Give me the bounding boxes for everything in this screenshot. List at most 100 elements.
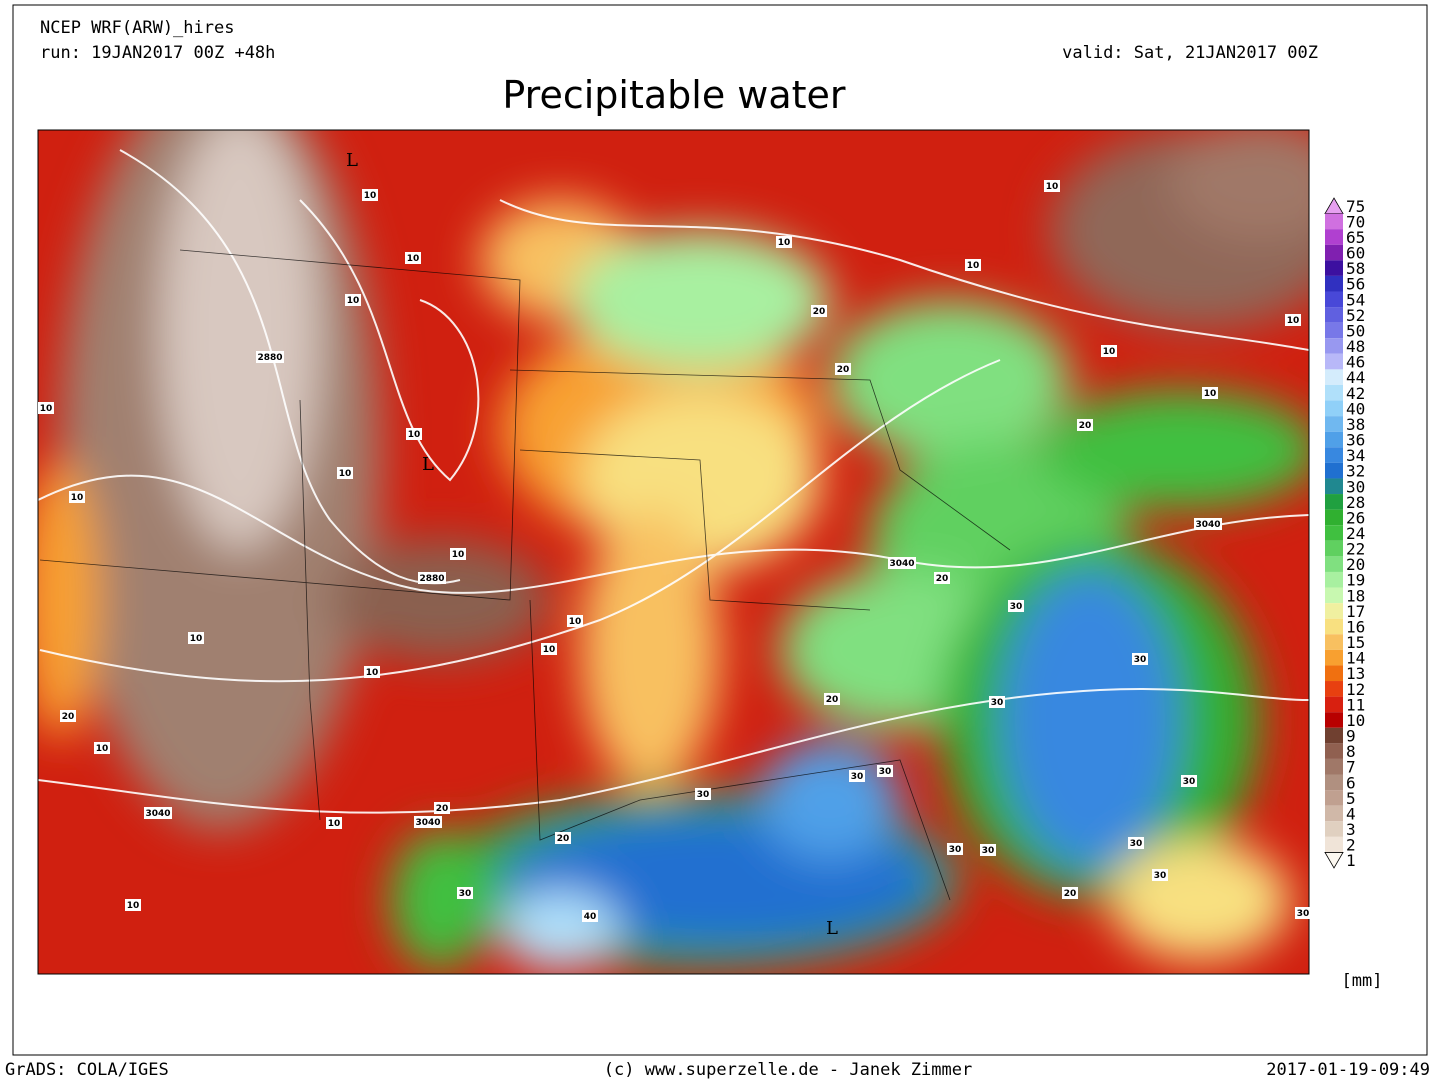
colorbar-label: 8 [1346, 742, 1356, 761]
contour-label-box [345, 294, 361, 306]
colorbar-label: 4 [1346, 804, 1356, 823]
colorbar: 7570656058565452504846444240383634323028… [1324, 197, 1365, 870]
contour-label: 20 [837, 365, 850, 375]
contour-label: 10 [543, 645, 556, 655]
colorbar-swatch [1325, 353, 1343, 370]
colorbar-label: 54 [1346, 290, 1365, 309]
contour-label-box [965, 259, 981, 271]
contour-label: 30 [982, 846, 995, 856]
colorbar-label: 11 [1346, 695, 1365, 714]
contour-label: 10 [347, 296, 360, 306]
contour-label: 2880 [419, 574, 444, 584]
contour-label-box [1285, 314, 1301, 326]
borders [39, 249, 1011, 901]
contour-label: 3040 [889, 559, 914, 569]
colorbar-swatch [1325, 758, 1343, 775]
contour-label-box [947, 843, 963, 855]
colorbar-swatch [1325, 665, 1343, 682]
contour-label: 2880 [257, 353, 282, 363]
contour-label: 10 [339, 469, 352, 479]
colorbar-arrow [1324, 852, 1344, 869]
colorbar-label: 12 [1346, 680, 1365, 699]
contour-label-box [1128, 837, 1144, 849]
colorbar-swatch [1325, 338, 1343, 354]
colorbar-label: 75 [1346, 197, 1365, 216]
contour-label-box [1077, 419, 1093, 431]
low-marker: L [422, 454, 434, 475]
contour-label-box [1101, 345, 1117, 357]
colorbar-swatch [1325, 836, 1343, 853]
colorbar-swatch [1325, 774, 1343, 791]
contour-label-box [406, 428, 422, 440]
contour-label-box [1202, 387, 1218, 399]
contour-label: 30 [1134, 655, 1147, 665]
colorbar-label: 58 [1346, 259, 1365, 278]
contour-label-box [362, 189, 378, 201]
contour-label-box [1062, 887, 1078, 899]
colorbar-swatch [1325, 431, 1343, 448]
colorbar-label: 19 [1346, 571, 1365, 590]
colorbar-label: 5 [1346, 789, 1356, 808]
colorbar-swatch [1325, 322, 1343, 339]
colorbar-label: 14 [1346, 649, 1365, 668]
contour-label-box [776, 236, 792, 248]
colorbar-swatch [1325, 384, 1343, 401]
colorbar-label: 56 [1346, 275, 1365, 294]
colorbar-label: 3 [1346, 820, 1356, 839]
colorbar-label: 34 [1346, 446, 1365, 465]
colorbar-swatch [1325, 275, 1343, 292]
colorbar-label: 9 [1346, 727, 1356, 746]
colorbar-label: 42 [1346, 384, 1365, 403]
colorbar-label: 28 [1346, 493, 1365, 512]
contour-label-box [567, 615, 583, 627]
contour-label-box [980, 844, 996, 856]
colorbar-label: 20 [1346, 555, 1365, 574]
colorbar-label: 1 [1346, 851, 1356, 870]
colorbar-swatch [1325, 525, 1343, 541]
contour-label-box [188, 632, 204, 644]
colorbar-swatch [1325, 307, 1343, 323]
colorbar-label: 40 [1346, 399, 1365, 418]
contour-label-box [1152, 869, 1168, 881]
contour-label: 20 [557, 834, 570, 844]
colorbar-label: 26 [1346, 508, 1365, 527]
contours [38, 149, 1309, 814]
colorbar-swatch [1325, 556, 1343, 572]
contour-label: 10 [569, 617, 582, 627]
contour-label: 20 [1079, 421, 1092, 431]
contour-label-box [1194, 518, 1222, 530]
run-time: run: 19JAN2017 00Z +48h [40, 43, 275, 63]
contour-label: 40 [584, 912, 597, 922]
colorbar-swatch [1325, 244, 1343, 261]
colorbar-label: 30 [1346, 477, 1365, 496]
contour-label-box [418, 572, 446, 584]
contour-label: 10 [407, 254, 420, 264]
colorbar-swatch [1325, 400, 1343, 417]
colorbar-label: 18 [1346, 586, 1365, 605]
contour-label-box [256, 351, 284, 363]
contour-label: 30 [1154, 871, 1167, 881]
colorbar-label: 46 [1346, 353, 1365, 372]
colorbar-label: 6 [1346, 773, 1356, 792]
colorbar-label: 2 [1346, 836, 1356, 855]
colorbar-label: 48 [1346, 337, 1365, 356]
colorbar-swatch [1325, 727, 1343, 744]
contour-label: 30 [459, 889, 472, 899]
contour-label-box [1295, 907, 1311, 919]
map-border [37, 129, 1310, 975]
contour-label-box [835, 363, 851, 375]
low-marker: L [346, 150, 358, 171]
colorbar-swatch [1325, 213, 1343, 230]
colorbar-label: 70 [1346, 212, 1365, 231]
colorbar-swatch [1325, 587, 1343, 604]
colorbar-swatch [1325, 571, 1343, 588]
contour-label-box [989, 696, 1005, 708]
contour-label: 3040 [415, 818, 440, 828]
colorbar-label: 36 [1346, 431, 1365, 450]
contour-label: 20 [62, 712, 75, 722]
contour-label: 10 [408, 430, 421, 440]
contour-label-box [1181, 775, 1197, 787]
contour-label: 30 [1297, 909, 1310, 919]
colorbar-swatch [1325, 743, 1343, 759]
